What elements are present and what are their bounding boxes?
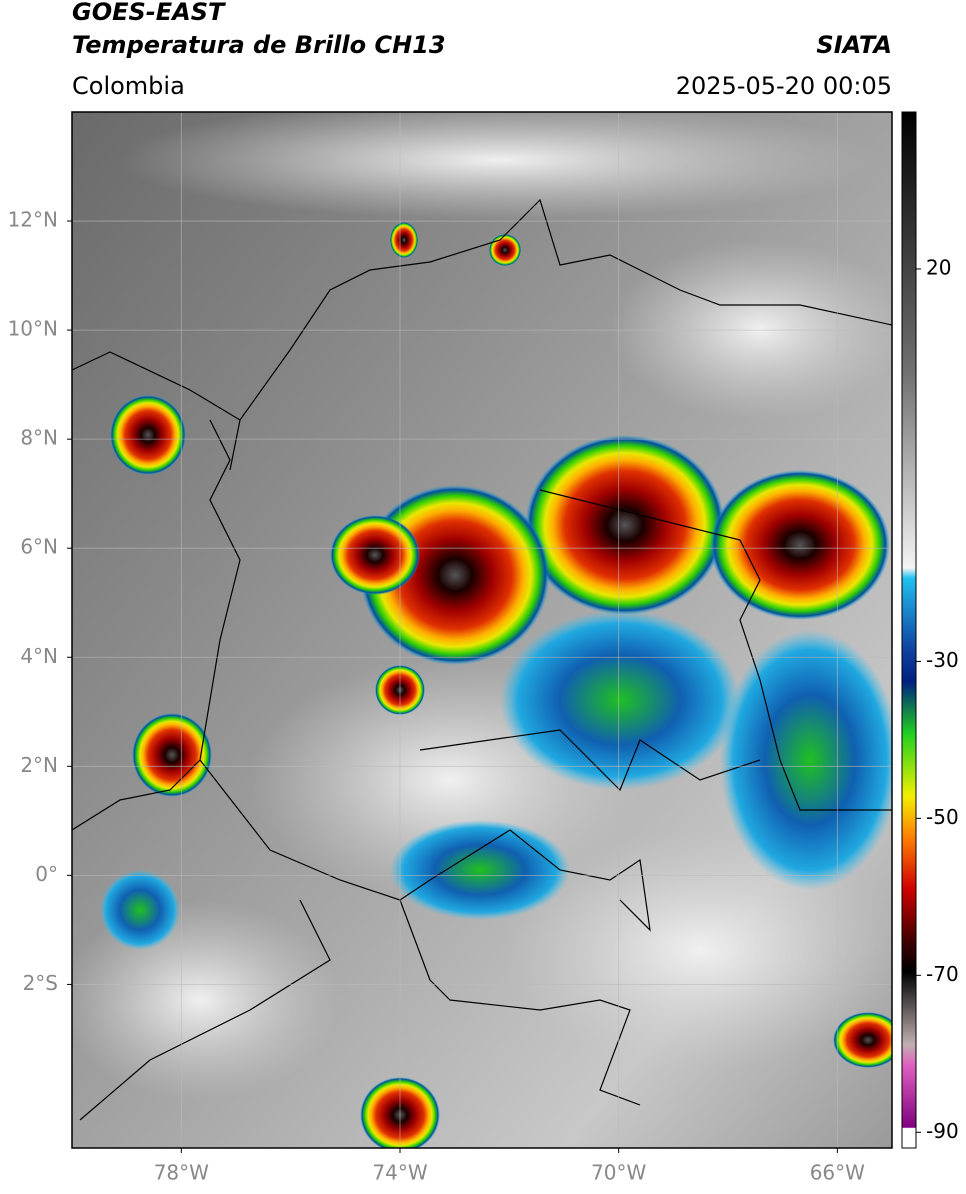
source: SIATA [816,31,892,59]
colorbar [901,111,917,1149]
x-tick-label: 66°W [810,1161,865,1185]
axes: 78°W 74°W 70°W 66°W 12°N 10°N 8°N 6°N 4°N 2°N 0° 2°… [8,112,892,1185]
x-tick-label: 74°W [372,1161,427,1185]
storm-cell [833,1012,892,1068]
storm-cell [132,713,212,797]
colorbar-tick-label: -70 [926,962,959,986]
x-tick-label: 70°W [591,1161,646,1185]
colorbar-tick-label: -90 [926,1119,959,1143]
subtitle: Temperatura de Brillo CH13 [72,31,446,59]
y-tick-label: 0° [35,862,58,886]
cloud-cell [390,820,570,920]
storm-cell [390,222,418,258]
storm-cell [489,234,521,266]
y-tick-label: 12°N [8,208,58,232]
cloud [500,830,892,1070]
map-frame [71,111,893,1149]
storm-cell [330,515,420,595]
storm-cell [525,435,725,615]
cloud-cell [720,630,892,890]
colorbar-tick-label: -30 [926,648,959,672]
imagery [72,112,892,1148]
y-tick-label: 10°N [8,317,58,341]
y-tick-label: 4°N [20,644,58,668]
datetime: 2025-05-20 00:05 [676,72,892,100]
y-tick-label: 8°N [20,426,58,450]
region: Colombia [72,72,185,100]
title: GOES-EAST [72,0,226,26]
colorbar-tick-label: 20 [926,255,951,279]
cloud-cell [500,610,740,790]
y-tick-label: 2°N [20,753,58,777]
colorbar-tick-label: -50 [926,805,959,829]
cloud-cell [100,870,180,950]
storm-cell [110,395,186,475]
storm-cell [710,470,890,620]
y-tick-label: 2°S [23,971,58,995]
cloud [72,900,340,1100]
x-tick-label: 78°W [154,1161,209,1185]
cloud [120,112,880,220]
y-tick-label: 6°N [20,535,58,559]
